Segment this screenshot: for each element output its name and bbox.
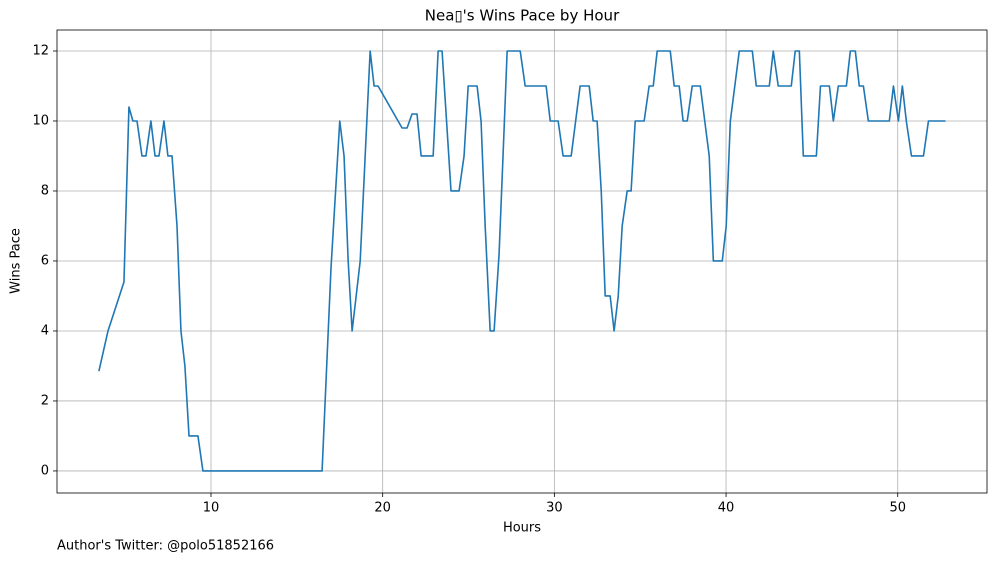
x-tick-label: 50 — [889, 501, 906, 516]
x-tick-label: 40 — [718, 501, 735, 516]
y-tick-label: 8 — [41, 183, 49, 198]
chart-title: Nea▯'s Wins Pace by Hour — [425, 7, 620, 25]
x-axis-label: Hours — [503, 521, 541, 536]
y-tick-label: 0 — [41, 463, 49, 478]
data-line — [98, 50, 946, 472]
y-tick-label: 12 — [32, 43, 49, 58]
y-axis-label: Wins Pace — [9, 228, 24, 294]
y-tick-label: 4 — [41, 323, 49, 338]
x-tick-label: 20 — [374, 501, 391, 516]
x-tick-label: 10 — [203, 501, 220, 516]
plot-frame — [56, 29, 988, 494]
annotation: Author's Twitter: @polo51852166 — [57, 539, 274, 554]
y-tick-label: 6 — [41, 253, 49, 268]
x-tick-label: 30 — [546, 501, 563, 516]
y-tick-label: 2 — [41, 393, 49, 408]
y-tick-label: 10 — [32, 113, 49, 128]
